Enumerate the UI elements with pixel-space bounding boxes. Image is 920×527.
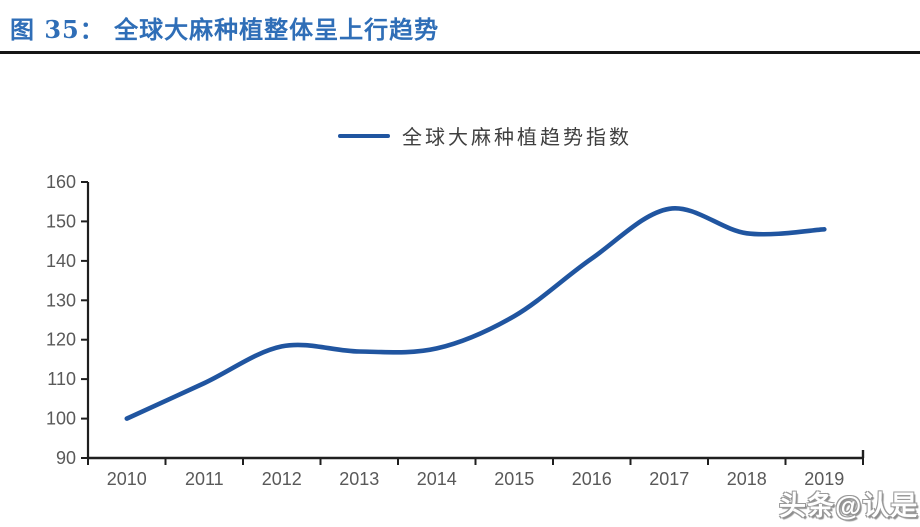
- y-axis-tick-label: 90: [56, 448, 76, 468]
- y-axis-tick-label: 110: [47, 369, 76, 389]
- trend-line-series: [124, 206, 827, 421]
- x-axis-tick-label: 2017: [649, 469, 689, 489]
- y-axis-tick-label: 130: [46, 290, 76, 310]
- title-divider: [0, 51, 920, 54]
- x-axis-tick-label: 2010: [107, 469, 147, 489]
- y-axis-tick-label: 160: [46, 172, 76, 192]
- x-axis-tick-label: 2011: [185, 469, 224, 489]
- legend-label: 全球大麻种植趋势指数: [402, 125, 632, 149]
- legend-line-marker: [338, 133, 390, 138]
- x-axis-tick-label: 2018: [727, 469, 767, 489]
- figure-title: 图 35： 全球大麻种植整体呈上行趋势: [10, 15, 440, 44]
- x-axis-tick-label: 2014: [417, 469, 457, 489]
- x-axis-tick-label: 2015: [494, 469, 534, 489]
- y-axis-tick-label: 120: [46, 330, 76, 350]
- y-axis-tick-label: 100: [46, 409, 76, 429]
- x-axis-tick-label: 2019: [804, 469, 844, 489]
- x-axis-tick-label: 2016: [572, 469, 612, 489]
- y-axis-tick-label: 140: [46, 251, 76, 271]
- watermark: 头条@认是: [779, 491, 919, 521]
- chart-legend: 全球大麻种植趋势指数: [338, 121, 632, 150]
- x-axis-tick-label: 2012: [262, 469, 302, 489]
- x-axis-tick-label: 2013: [339, 469, 379, 489]
- y-axis-tick-label: 150: [46, 211, 76, 231]
